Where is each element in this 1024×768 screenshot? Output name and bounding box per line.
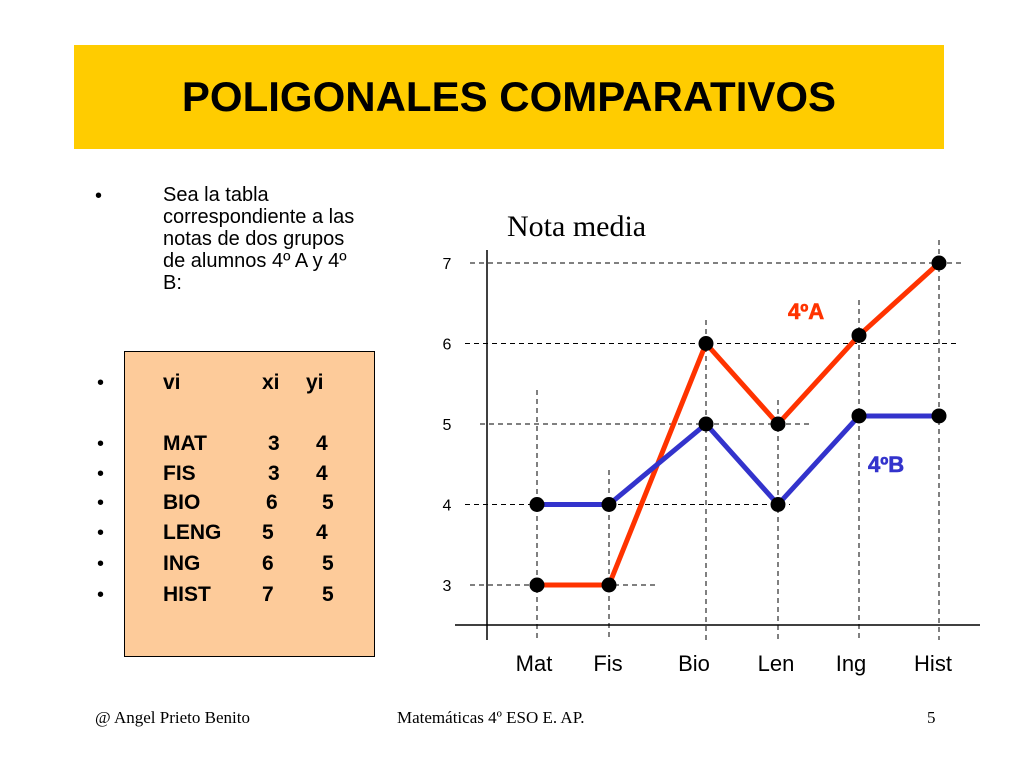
slide-title: POLIGONALES COMPARATIVOS (181, 73, 837, 120)
y-tick-label: 3 (443, 578, 452, 595)
series-label: 4ºB (868, 452, 904, 477)
data-point (931, 255, 947, 271)
intro-text: Sea la tabla correspondiente a las notas… (163, 184, 355, 294)
series-line-a (537, 261, 941, 588)
table-bullet: • (97, 553, 105, 575)
table-cell-x: 7 (262, 583, 274, 606)
x-tick-label: Hist (914, 651, 952, 676)
table-cell-x: 5 (262, 521, 274, 544)
table-cell-x: 3 (268, 462, 280, 485)
data-point (529, 577, 545, 593)
y-tick-label: 4 (443, 498, 452, 515)
title-banner: POLIGONALES COMPARATIVOS (74, 45, 944, 149)
table-cell-y: 4 (316, 462, 328, 485)
table-bullet: • (97, 372, 105, 394)
y-tick-label: 5 (443, 417, 452, 434)
footer-course: Matemáticas 4º ESO E. AP. (397, 708, 585, 727)
data-point (529, 497, 545, 512)
x-tick-label: Ing (836, 651, 867, 676)
data-point (601, 577, 617, 593)
chart-title: Nota media (507, 210, 646, 243)
table-cell-x: 3 (268, 432, 280, 455)
table-cell-y: 4 (316, 432, 328, 455)
data-point (851, 327, 867, 343)
table-cell-y: 4 (316, 521, 328, 544)
series-line-b (537, 413, 939, 507)
table-bullet: • (97, 433, 105, 455)
y-tick-label: 7 (443, 256, 452, 273)
data-point (698, 416, 714, 432)
footer-page-number: 5 (927, 708, 936, 727)
label-layer: 3 4 5 6 7 Mat Fis Bio Len Ing Hist Nota media 4ºA 4ºB (443, 210, 952, 676)
axis-layer (455, 250, 980, 640)
table-cell-y: yi (306, 371, 324, 394)
table-cell-subject: vi (163, 371, 181, 394)
grid-layer (465, 240, 965, 640)
table-cell-x: 6 (266, 491, 278, 514)
table-cell-subject: HIST (163, 583, 211, 606)
table-bullet: • (97, 463, 105, 485)
table-cell-y: 5 (322, 552, 334, 575)
table-cell-y: 5 (322, 583, 334, 606)
table-bullet: • (97, 584, 105, 606)
x-tick-label: Bio (678, 651, 710, 676)
table-bullet: • (97, 492, 105, 514)
y-tick-label: 6 (443, 337, 452, 354)
data-point (698, 336, 714, 351)
grades-table (124, 351, 375, 657)
series-label: 4ºA (788, 299, 824, 324)
data-point (601, 497, 617, 512)
intro-bullet: • (95, 185, 103, 207)
series-layer (529, 255, 947, 593)
data-point (931, 408, 947, 424)
footer-author: @ Angel Prieto Benito (95, 708, 250, 727)
x-tick-label: Mat (516, 651, 553, 676)
table-cell-subject: MAT (163, 432, 207, 455)
data-point (770, 497, 786, 512)
data-point (770, 416, 786, 432)
table-cell-subject: BIO (163, 491, 201, 514)
table-cell-y: 5 (322, 491, 334, 514)
table-cell-x: 6 (262, 552, 274, 575)
table-cell-x: xi (262, 371, 280, 394)
x-tick-label: Fis (593, 651, 622, 676)
table-cell-subject: ING (163, 552, 201, 575)
table-cell-subject: LENG (163, 521, 222, 544)
table-bullet: • (97, 522, 105, 544)
data-point (851, 408, 867, 424)
x-tick-label: Len (758, 651, 795, 676)
table-cell-subject: FIS (163, 462, 196, 485)
